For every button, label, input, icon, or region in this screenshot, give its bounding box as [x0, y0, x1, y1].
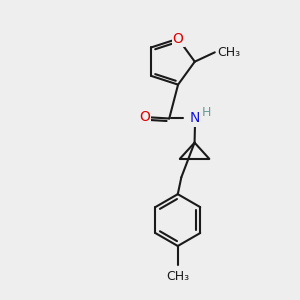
Text: CH₃: CH₃	[217, 46, 240, 59]
Text: O: O	[172, 32, 184, 46]
Text: O: O	[139, 110, 150, 124]
Text: H: H	[202, 106, 211, 118]
Text: CH₃: CH₃	[166, 270, 189, 284]
Text: N: N	[190, 112, 200, 125]
